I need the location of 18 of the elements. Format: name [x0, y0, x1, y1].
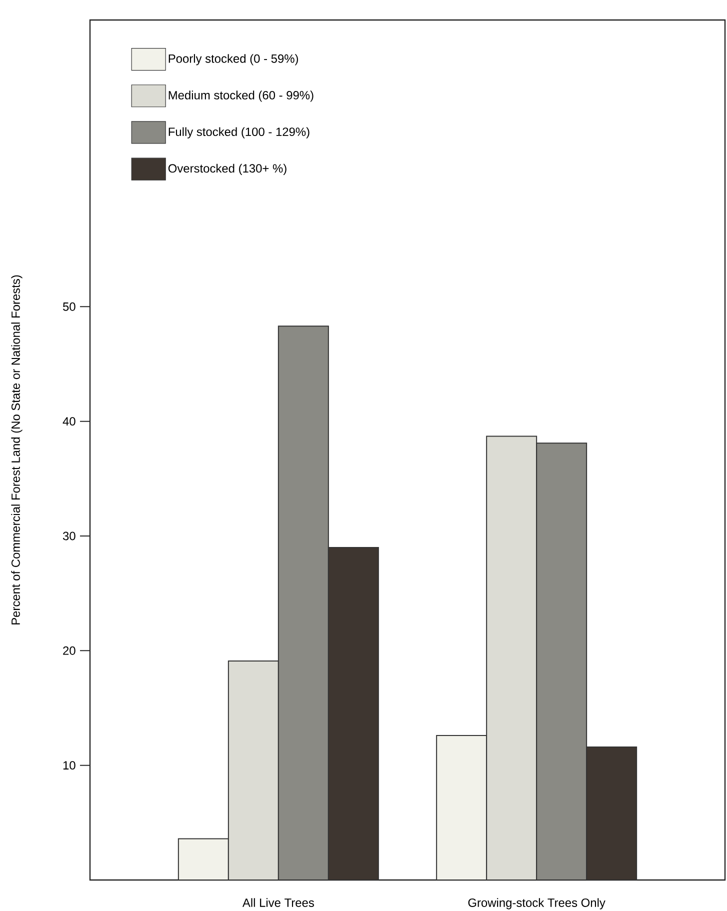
- bar: [178, 838, 229, 880]
- legend-label: Fully stocked (100 - 129%): [168, 127, 310, 138]
- legend-label: Medium stocked (60 - 99%): [168, 90, 314, 102]
- y-tick-label: 40: [62, 417, 76, 426]
- y-axis-title: Percent of Commercial Forest Land (No State or National Forests): [11, 275, 22, 624]
- bar: [436, 735, 488, 880]
- y-tick-label: 10: [63, 761, 76, 770]
- y-tick-label: 20: [63, 646, 76, 655]
- x-tick-label: Growing-stock Trees Only: [468, 898, 606, 910]
- x-tick-label: All Live Trees: [242, 898, 314, 907]
- legend-label: Poorly stocked (0 - 59%): [168, 54, 298, 66]
- bar: [228, 660, 279, 880]
- y-tick-label: 30: [62, 532, 76, 540]
- legend-label: Overstocked (130+ %): [168, 164, 286, 175]
- bar: [278, 326, 329, 880]
- bar: [486, 436, 538, 880]
- bar: [536, 442, 588, 880]
- y-tick-label: 50: [63, 302, 76, 311]
